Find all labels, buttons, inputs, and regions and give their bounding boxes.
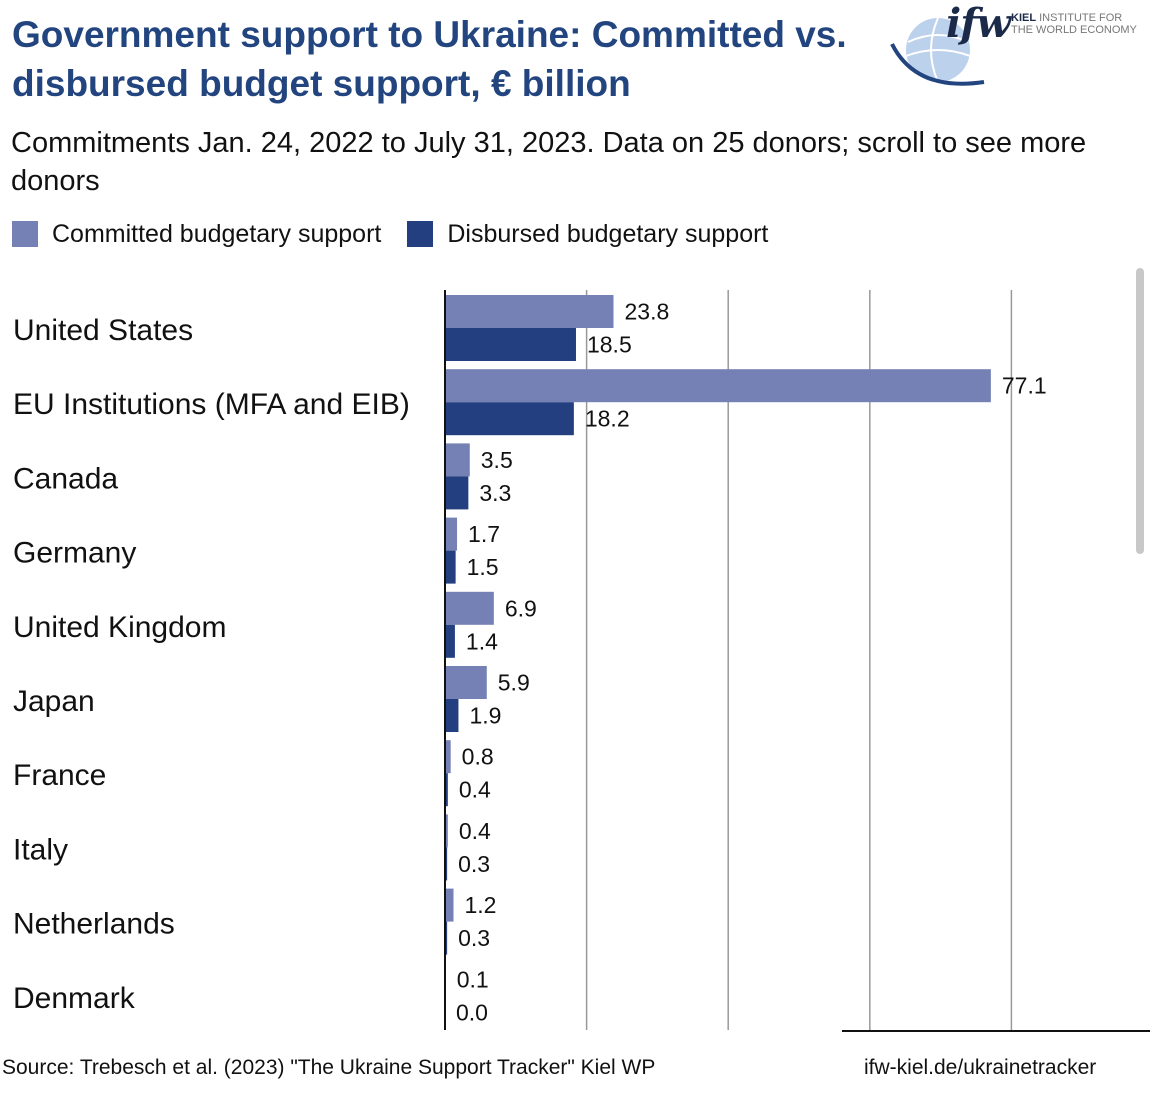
legend-label-disbursed: Disbursed budgetary support <box>447 219 769 248</box>
value-label-disbursed: 1.9 <box>469 703 501 729</box>
category-label: Japan <box>13 685 95 718</box>
value-label-disbursed: 0.4 <box>459 777 491 803</box>
source-note: Source: Trebesch et al. (2023) "The Ukra… <box>2 1056 656 1079</box>
bar-committed <box>445 740 451 774</box>
category-label: Canada <box>13 462 118 495</box>
category-label: Netherlands <box>13 908 175 941</box>
value-label-disbursed: 1.5 <box>467 554 499 580</box>
value-label-disbursed: 3.3 <box>479 480 511 506</box>
legend-label-committed: Committed budgetary support <box>52 219 382 248</box>
logo-line2: THE WORLD ECONOMY <box>1011 24 1137 36</box>
value-label-disbursed: 18.2 <box>585 406 630 432</box>
bar-committed <box>445 814 448 848</box>
legend-item-disbursed[interactable]: Disbursed budgetary support <box>407 220 768 249</box>
value-label-committed: 1.7 <box>468 521 500 547</box>
bar-committed <box>445 443 470 477</box>
legend-swatch-committed <box>12 221 38 247</box>
bar-committed <box>445 295 614 328</box>
bar-disbursed <box>445 550 456 584</box>
category-label: United Kingdom <box>13 611 226 644</box>
value-label-committed: 0.1 <box>457 966 489 992</box>
ifw-logo: ifw KIEL INSTITUTE FOR THE WORLD ECONOMY <box>886 0 1146 92</box>
globe-icon <box>890 17 985 86</box>
bar-committed <box>445 888 454 922</box>
bar-disbursed <box>445 328 576 361</box>
value-label-committed: 6.9 <box>505 595 537 621</box>
bar-disbursed <box>445 847 448 881</box>
bar-disbursed <box>445 921 448 955</box>
value-label-committed: 23.8 <box>625 299 670 325</box>
value-label-disbursed: 0.3 <box>458 851 490 877</box>
legend-swatch-disbursed <box>407 221 434 247</box>
value-label-committed: 0.8 <box>462 744 494 770</box>
legend: Committed budgetary support Disbursed bu… <box>12 218 794 250</box>
bar-committed <box>445 369 991 403</box>
category-label: Italy <box>13 833 68 866</box>
bar-disbursed <box>445 624 455 658</box>
bar-disbursed <box>445 476 469 510</box>
value-label-committed: 3.5 <box>481 447 513 473</box>
tracker-link[interactable]: ifw-kiel.de/ukrainetracker <box>864 1056 1097 1079</box>
value-label-committed: 77.1 <box>1002 373 1047 399</box>
bar-disbursed <box>445 402 574 436</box>
value-label-disbursed: 0.3 <box>458 925 490 951</box>
bar-disbursed <box>445 699 459 732</box>
legend-item-committed[interactable]: Committed budgetary support <box>12 220 381 249</box>
chart-subtitle: Commitments Jan. 24, 2022 to July 31, 20… <box>11 127 1087 197</box>
bar-committed <box>445 591 494 625</box>
scrollbar[interactable] <box>1136 268 1144 554</box>
value-label-committed: 5.9 <box>498 670 530 696</box>
category-label: Germany <box>13 537 136 570</box>
value-label-disbursed: 1.4 <box>466 628 498 654</box>
bar-committed <box>445 666 487 699</box>
value-label-committed: 0.4 <box>459 818 491 844</box>
bar-disbursed <box>445 773 448 807</box>
bar-chart: United States 23.8 18.5 EU Institutions (MF… <box>13 290 1047 1030</box>
chart-title: Government support to Ukraine: Committed… <box>12 14 847 104</box>
footer-divider <box>842 1030 1150 1032</box>
logo-line1: KIEL INSTITUTE FOR <box>1011 12 1123 24</box>
value-label-committed: 1.2 <box>464 892 496 918</box>
value-label-disbursed: 0.0 <box>456 999 488 1025</box>
category-label: United States <box>13 314 193 347</box>
category-label: Denmark <box>13 982 136 1015</box>
bar-committed <box>445 517 458 551</box>
category-label: France <box>13 759 106 792</box>
logo-wordmark: ifw <box>946 0 1011 47</box>
value-label-disbursed: 18.5 <box>587 332 632 358</box>
category-label: EU Institutions (MFA and EIB) <box>13 388 410 421</box>
